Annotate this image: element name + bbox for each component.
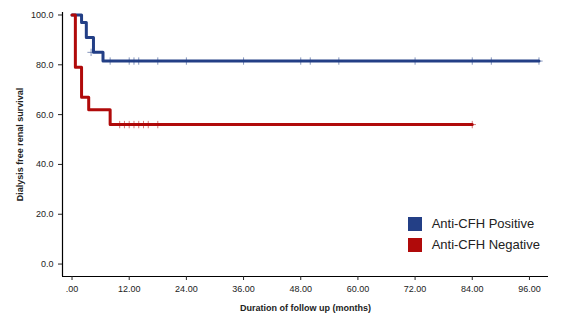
html-text:Anti-CFH Positive: Anti-CFH Positive [431, 216, 535, 231]
svg-text:80.0: 80.0 [36, 60, 54, 70]
svg-text:.00: .00 [66, 284, 79, 294]
svg-text:0.0: 0.0 [41, 259, 54, 269]
svg-text:24.00: 24.00 [175, 284, 198, 294]
svg-text:20.0: 20.0 [36, 209, 54, 219]
html-text:Anti-CFH Negative: Anti-CFH Negative [431, 237, 540, 252]
svg-text:84.00: 84.00 [461, 284, 484, 294]
svg-text:Dialysis free renal survival: Dialysis free renal survival [15, 88, 25, 202]
svg-text:36.00: 36.00 [232, 284, 255, 294]
svg-text:100.0: 100.0 [31, 10, 54, 20]
svg-text:40.0: 40.0 [36, 159, 54, 169]
svg-text:48.00: 48.00 [289, 284, 312, 294]
svg-text:Duration of follow up (months): Duration of follow up (months) [240, 303, 371, 313]
svg-text:96.00: 96.00 [518, 284, 541, 294]
svg-text:72.00: 72.00 [404, 284, 427, 294]
svg-text:60.0: 60.0 [36, 109, 54, 119]
svg-text:60.00: 60.00 [347, 284, 370, 294]
svg-text:12.00: 12.00 [118, 284, 141, 294]
